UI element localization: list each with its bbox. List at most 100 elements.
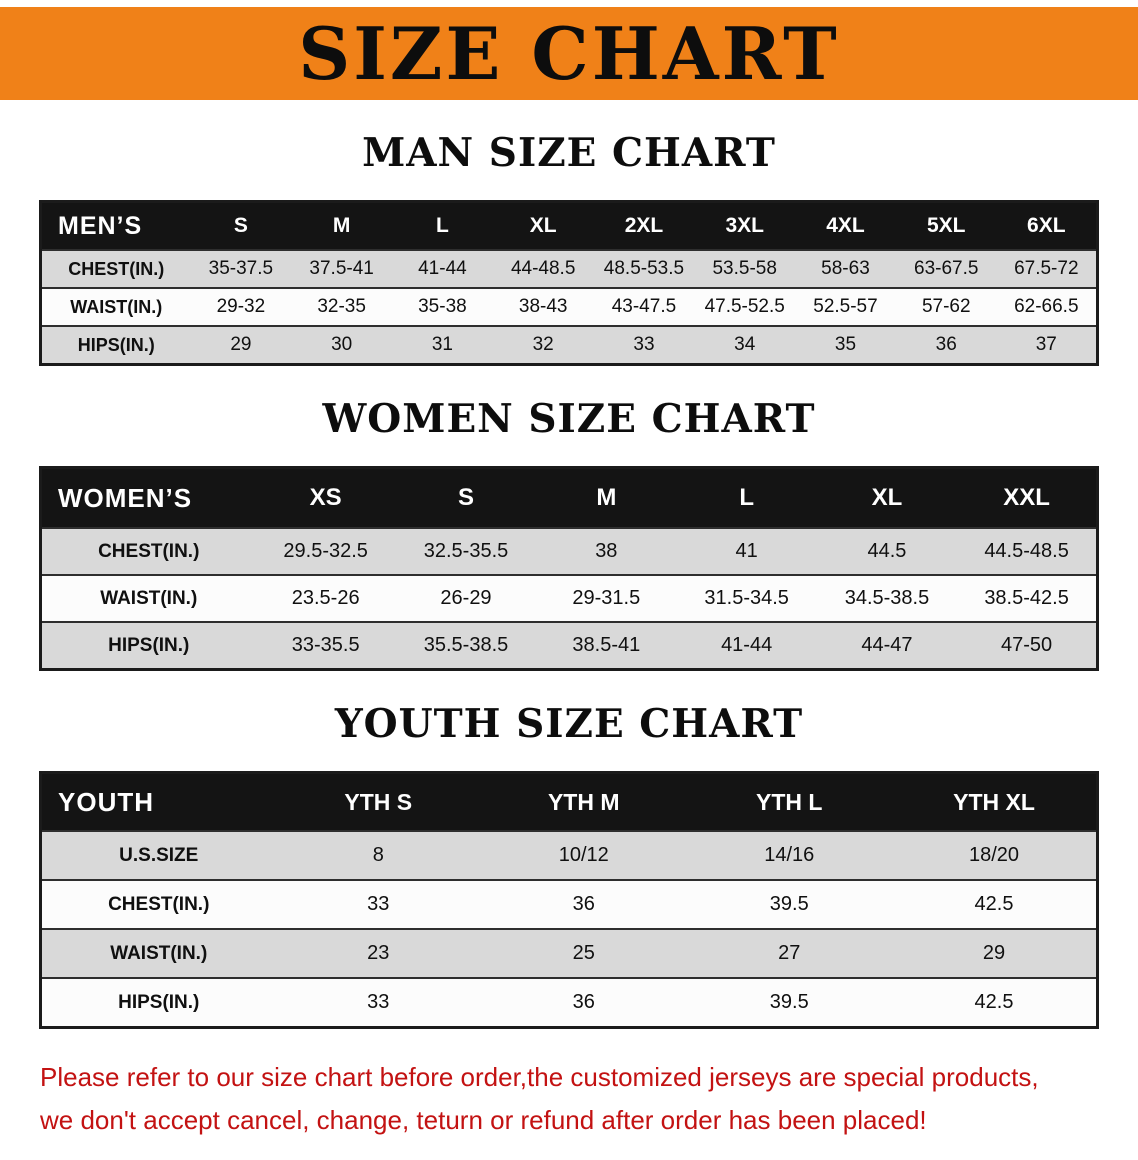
cell-value: 31 (392, 325, 493, 365)
cell-value: 23 (275, 928, 481, 978)
header-cell: M (536, 467, 677, 528)
cell-value: 62-66.5 (996, 287, 1098, 326)
table-row: WAIST(IN.) 29-32 32-35 35-38 38-43 43-47… (40, 287, 1098, 326)
row-label: HIPS(IN.) (40, 621, 256, 670)
cell-value: 39.5 (686, 977, 892, 1028)
banner: SIZE CHART (0, 7, 1138, 100)
header-cell: 2XL (593, 201, 695, 250)
table-row: WAIST(IN.) 23.5-26 26-29 29-31.5 31.5-34… (40, 574, 1098, 622)
disclaimer-note: Please refer to our size chart before or… (40, 1061, 1098, 1136)
header-cell: YTH XL (892, 772, 1098, 831)
women-heading: WOMEN SIZE CHART (322, 396, 816, 442)
cell-value: 35 (795, 325, 896, 365)
cell-value: 41-44 (676, 621, 817, 670)
women-size-table: WOMEN’S XS S M L XL XXL CHEST(IN.) 29.5-… (39, 466, 1099, 671)
row-label: CHEST(IN.) (40, 249, 191, 288)
cell-value: 52.5-57 (795, 287, 896, 326)
header-cell: XS (255, 467, 396, 528)
youth-section: YOUTH SIZE CHART YOUTH YTH S YTH M YTH L… (0, 701, 1138, 1029)
cell-value: 33 (275, 977, 481, 1028)
cell-value: 36 (895, 325, 997, 365)
cell-value: 42.5 (892, 977, 1098, 1028)
cell-value: 33-35.5 (255, 621, 396, 670)
page-title: SIZE CHART (298, 10, 840, 96)
cell-value: 58-63 (795, 249, 896, 288)
cell-value: 39.5 (686, 879, 892, 929)
header-cell: YTH M (481, 772, 687, 831)
table-row: U.S.SIZE 8 10/12 14/16 18/20 (40, 830, 1098, 880)
cell-value: 33 (593, 325, 695, 365)
cell-value: 36 (481, 977, 687, 1028)
cell-value: 26-29 (395, 574, 537, 622)
women-table-title: WOMEN’S (40, 467, 256, 528)
header-cell: 5XL (895, 201, 997, 250)
cell-value: 36 (481, 879, 687, 929)
row-label: CHEST(IN.) (40, 879, 276, 929)
cell-value: 44.5-48.5 (957, 527, 1098, 575)
cell-value: 23.5-26 (255, 574, 396, 622)
table-row: WAIST(IN.) 23 25 27 29 (40, 928, 1098, 978)
header-cell: XXL (957, 467, 1098, 528)
men-section: MAN SIZE CHART MEN’S S M L XL 2XL 3XL 4X… (0, 130, 1138, 366)
cell-value: 14/16 (686, 830, 892, 880)
cell-value: 35.5-38.5 (395, 621, 537, 670)
header-cell: 6XL (996, 201, 1098, 250)
cell-value: 41-44 (392, 249, 493, 288)
cell-value: 31.5-34.5 (676, 574, 817, 622)
header-cell: XL (816, 467, 958, 528)
header-cell: L (676, 467, 817, 528)
cell-value: 42.5 (892, 879, 1098, 929)
cell-value: 38 (536, 527, 677, 575)
cell-value: 34.5-38.5 (816, 574, 958, 622)
cell-value: 32-35 (291, 287, 393, 326)
youth-heading: YOUTH SIZE CHART (334, 701, 804, 747)
cell-value: 47-50 (957, 621, 1098, 670)
cell-value: 57-62 (895, 287, 997, 326)
header-cell: S (190, 201, 292, 250)
table-row: CHEST(IN.) 35-37.5 37.5-41 41-44 44-48.5… (40, 249, 1098, 288)
row-label: WAIST(IN.) (40, 574, 256, 622)
row-label: WAIST(IN.) (40, 928, 276, 978)
disclaimer-line-1: Please refer to our size chart before or… (40, 1062, 1039, 1092)
row-label: HIPS(IN.) (40, 977, 276, 1028)
cell-value: 35-38 (392, 287, 493, 326)
men-heading: MAN SIZE CHART (362, 130, 776, 176)
cell-value: 29-32 (190, 287, 292, 326)
cell-value: 29.5-32.5 (255, 527, 396, 575)
cell-value: 67.5-72 (996, 249, 1098, 288)
cell-value: 37 (996, 325, 1098, 365)
table-row: CHEST(IN.) 29.5-32.5 32.5-35.5 38 41 44.… (40, 527, 1098, 575)
header-cell: 3XL (694, 201, 796, 250)
men-table-title: MEN’S (40, 201, 191, 250)
cell-value: 44-47 (816, 621, 958, 670)
table-row: HIPS(IN.) 33-35.5 35.5-38.5 38.5-41 41-4… (40, 621, 1098, 670)
header-cell: M (291, 201, 393, 250)
cell-value: 33 (275, 879, 481, 929)
header-cell: S (395, 467, 537, 528)
cell-value: 18/20 (892, 830, 1098, 880)
cell-value: 41 (676, 527, 817, 575)
women-section: WOMEN SIZE CHART WOMEN’S XS S M L XL XXL (0, 396, 1138, 671)
row-label: CHEST(IN.) (40, 527, 256, 575)
cell-value: 32.5-35.5 (395, 527, 537, 575)
cell-value: 48.5-53.5 (593, 249, 695, 288)
table-row: HIPS(IN.) 33 36 39.5 42.5 (40, 977, 1098, 1028)
men-header-row: MEN’S S M L XL 2XL 3XL 4XL 5XL 6XL (40, 201, 1098, 250)
cell-value: 29 (190, 325, 292, 365)
women-header-row: WOMEN’S XS S M L XL XXL (40, 467, 1098, 528)
row-label: HIPS(IN.) (40, 325, 191, 365)
cell-value: 34 (694, 325, 796, 365)
cell-value: 8 (275, 830, 481, 880)
header-cell: 4XL (795, 201, 896, 250)
header-cell: XL (492, 201, 594, 250)
cell-value: 38.5-41 (536, 621, 677, 670)
cell-value: 63-67.5 (895, 249, 997, 288)
disclaimer-line-2: we don't accept cancel, change, teturn o… (40, 1104, 927, 1135)
youth-size-table: YOUTH YTH S YTH M YTH L YTH XL U.S.SIZE … (39, 771, 1099, 1029)
youth-table-title: YOUTH (40, 772, 276, 831)
row-label: U.S.SIZE (40, 830, 276, 880)
cell-value: 32 (492, 325, 594, 365)
cell-value: 38.5-42.5 (957, 574, 1098, 622)
header-cell: YTH S (275, 772, 481, 831)
cell-value: 29-31.5 (536, 574, 677, 622)
